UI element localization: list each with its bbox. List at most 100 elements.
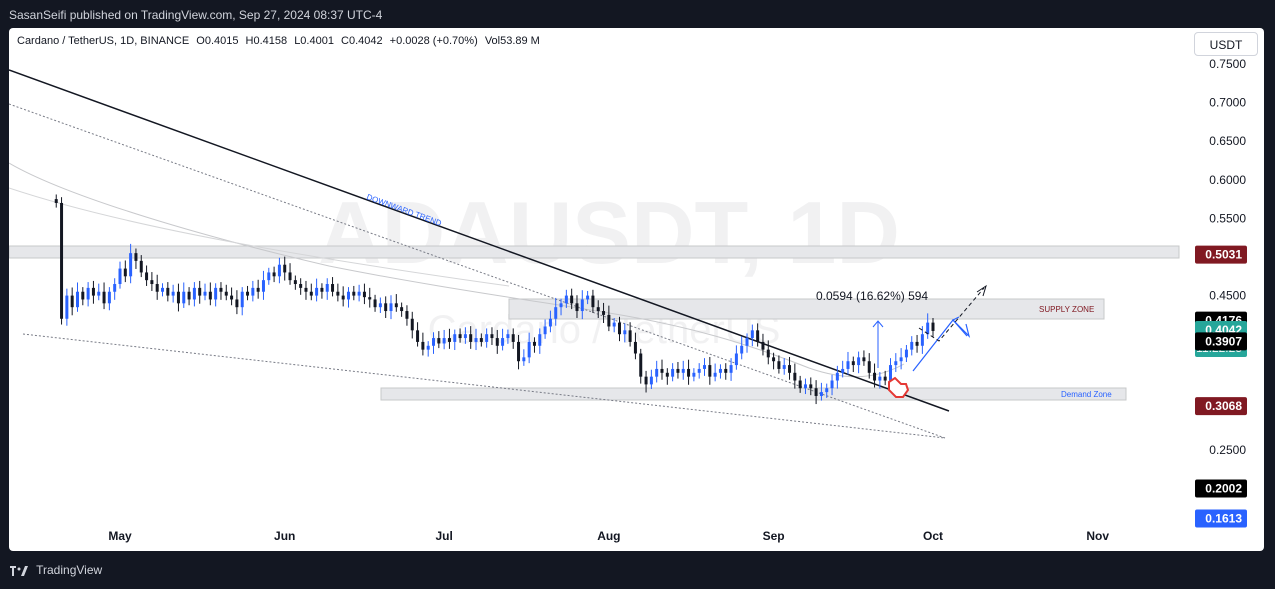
- candle[interactable]: [400, 307, 404, 312]
- candle[interactable]: [501, 338, 505, 346]
- candle[interactable]: [825, 388, 829, 393]
- candle[interactable]: [325, 284, 329, 292]
- candle[interactable]: [511, 334, 515, 342]
- price-tag[interactable]: [1195, 509, 1247, 528]
- candle[interactable]: [570, 295, 574, 304]
- candle[interactable]: [798, 380, 802, 389]
- candle[interactable]: [788, 365, 792, 373]
- candle[interactable]: [580, 299, 584, 312]
- candle[interactable]: [703, 365, 707, 369]
- candle[interactable]: [198, 287, 202, 296]
- candle[interactable]: [86, 287, 90, 300]
- candle[interactable]: [835, 372, 839, 381]
- candle[interactable]: [442, 338, 446, 344]
- candles-group[interactable]: [54, 194, 935, 405]
- candle[interactable]: [187, 291, 191, 300]
- candle[interactable]: [591, 295, 595, 308]
- candle[interactable]: [70, 295, 74, 308]
- candle[interactable]: [261, 280, 265, 292]
- candle[interactable]: [644, 376, 648, 385]
- candle[interactable]: [639, 353, 643, 377]
- candle[interactable]: [756, 330, 760, 342]
- candle[interactable]: [782, 365, 786, 369]
- downtrend-line[interactable]: [9, 69, 950, 412]
- candle[interactable]: [134, 253, 138, 261]
- moving-average-line[interactable]: [9, 162, 905, 378]
- candle[interactable]: [819, 392, 823, 396]
- candle[interactable]: [485, 334, 489, 342]
- candle[interactable]: [224, 291, 228, 296]
- candle[interactable]: [309, 291, 313, 296]
- upper-channel-line[interactable]: [9, 103, 946, 439]
- lower-channel-line[interactable]: [22, 333, 946, 439]
- candle[interactable]: [522, 357, 526, 362]
- candle[interactable]: [830, 380, 834, 389]
- candle[interactable]: [506, 334, 510, 339]
- candle[interactable]: [564, 295, 568, 304]
- candle[interactable]: [803, 384, 807, 389]
- candle[interactable]: [240, 291, 244, 308]
- candle[interactable]: [846, 361, 850, 369]
- candle[interactable]: [113, 284, 117, 292]
- candle[interactable]: [219, 287, 223, 292]
- price-tag[interactable]: [1195, 397, 1247, 416]
- candle[interactable]: [182, 291, 186, 304]
- candle[interactable]: [60, 202, 64, 319]
- candle[interactable]: [575, 303, 579, 312]
- candle[interactable]: [777, 361, 781, 369]
- candle[interactable]: [665, 372, 669, 377]
- price-tag[interactable]: [1195, 245, 1247, 264]
- candle[interactable]: [352, 291, 356, 296]
- price-axis[interactable]: 0.7500 0.7000 0.6500 0.6000 0.5500 0.4500 0.25…: [1195, 57, 1247, 528]
- candle[interactable]: [532, 341, 536, 346]
- candle[interactable]: [729, 365, 733, 373]
- candle[interactable]: [596, 307, 600, 312]
- candle[interactable]: [331, 284, 335, 292]
- candle[interactable]: [426, 345, 430, 350]
- candle[interactable]: [304, 287, 308, 292]
- candle[interactable]: [718, 368, 722, 373]
- candle[interactable]: [421, 341, 425, 350]
- candle[interactable]: [814, 388, 818, 396]
- candle[interactable]: [171, 291, 175, 296]
- candle[interactable]: [772, 357, 776, 362]
- candle[interactable]: [410, 318, 414, 331]
- candle[interactable]: [362, 291, 366, 298]
- candle[interactable]: [208, 291, 212, 300]
- candle[interactable]: [910, 341, 914, 350]
- candle[interactable]: [176, 291, 180, 304]
- candle[interactable]: [586, 295, 590, 300]
- time-axis[interactable]: May Jun Jul Aug Sep Oct Nov: [108, 529, 1109, 543]
- candle[interactable]: [288, 272, 292, 281]
- candle[interactable]: [538, 334, 542, 346]
- candle[interactable]: [293, 280, 297, 285]
- candle[interactable]: [671, 368, 675, 377]
- candle[interactable]: [214, 287, 218, 300]
- candle[interactable]: [246, 291, 250, 296]
- candle[interactable]: [139, 260, 143, 273]
- candle[interactable]: [527, 341, 531, 358]
- candle[interactable]: [543, 326, 547, 335]
- candle[interactable]: [357, 291, 361, 296]
- candle[interactable]: [676, 368, 680, 373]
- candle[interactable]: [750, 330, 754, 339]
- candle[interactable]: [617, 322, 621, 335]
- candle[interactable]: [129, 253, 133, 277]
- candle[interactable]: [873, 372, 877, 381]
- candle[interactable]: [883, 376, 887, 381]
- candle[interactable]: [841, 368, 845, 373]
- candle[interactable]: [734, 353, 738, 366]
- candle[interactable]: [437, 338, 441, 344]
- candle[interactable]: [888, 365, 892, 381]
- candle[interactable]: [692, 372, 696, 377]
- candle[interactable]: [740, 345, 744, 354]
- upper-resistance-zone[interactable]: [9, 245, 1180, 259]
- supply-zone-box[interactable]: [508, 298, 1105, 320]
- candle[interactable]: [336, 291, 340, 296]
- candle[interactable]: [920, 334, 924, 346]
- candle[interactable]: [899, 357, 903, 362]
- candle[interactable]: [623, 330, 627, 335]
- candle[interactable]: [256, 287, 260, 292]
- candle[interactable]: [745, 338, 749, 346]
- candle[interactable]: [166, 287, 170, 296]
